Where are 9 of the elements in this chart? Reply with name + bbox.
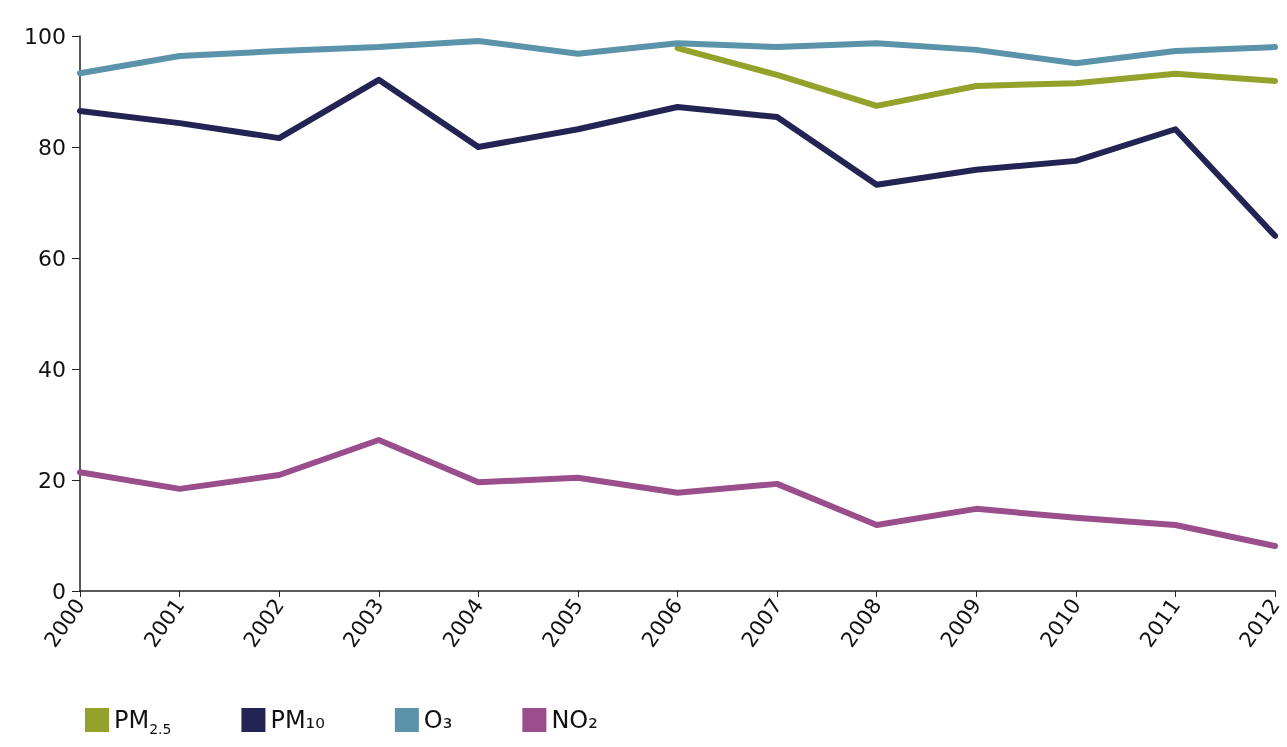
legend-label: O₃ [423, 706, 453, 734]
y-tick-label: 80 [38, 134, 66, 160]
y-tick-label: 60 [38, 245, 66, 271]
legend-label: NO₂ [551, 706, 598, 734]
y-tick-label: 100 [24, 23, 66, 49]
y-tick-label: 40 [38, 356, 66, 382]
y-tick-label: 0 [52, 578, 66, 604]
y-tick-label: 20 [38, 467, 66, 493]
legend-label: PM₁₀ [270, 706, 325, 734]
